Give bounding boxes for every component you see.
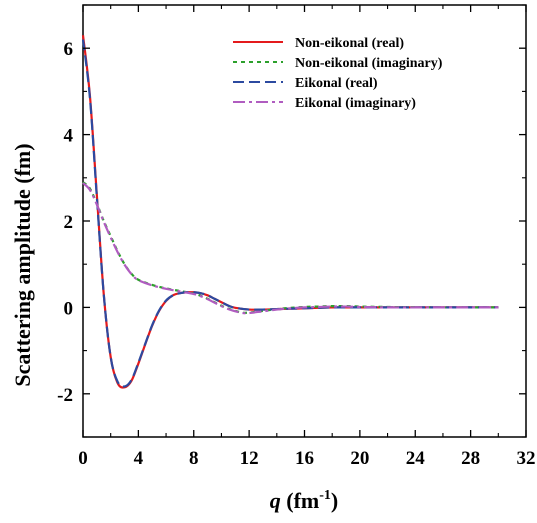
- legend-label-4: Eikonal (imaginary): [295, 96, 416, 111]
- x-tick-label: 32: [517, 448, 536, 469]
- y-tick-label: 2: [64, 212, 74, 233]
- x-tick-label: 24: [406, 448, 426, 469]
- x-axis-ticks: 0 4 8 12 16 20 24 28 32: [78, 5, 536, 469]
- series-line-2: [82, 181, 499, 314]
- curves: [81, 35, 499, 389]
- x-tick-label: 8: [189, 448, 199, 469]
- x-tick-label: 12: [240, 448, 259, 469]
- legend-label-2: Non-eikonal (imaginary): [295, 56, 443, 71]
- x-axis-title: q (fm-1): [270, 488, 338, 513]
- series-line-4: [82, 182, 499, 315]
- x-tick-label: 28: [461, 448, 480, 469]
- y-axis-title: Scattering amplitude (fm): [10, 143, 35, 386]
- y-tick-label: -2: [57, 385, 73, 406]
- x-axis-unit-exponent: -1: [319, 488, 331, 503]
- y-tick-label: 0: [64, 298, 74, 319]
- x-axis-unit-suffix: ): [331, 488, 338, 513]
- series-line-1: [81, 35, 499, 389]
- x-axis-variable: q: [270, 488, 281, 513]
- x-tick-label: 20: [350, 448, 369, 469]
- x-axis-unit-prefix: (fm: [281, 488, 319, 513]
- x-tick-label: 0: [78, 448, 88, 469]
- series-line-3: [81, 39, 499, 388]
- legend-label-1: Non-eikonal (real): [295, 36, 404, 51]
- legend-label-3: Eikonal (real): [295, 76, 378, 91]
- legend: Non-eikonal (real) Non-eikonal (imaginary…: [233, 36, 443, 111]
- y-tick-label: 6: [64, 39, 74, 60]
- x-tick-label: 4: [134, 448, 144, 469]
- x-tick-label: 16: [295, 448, 314, 469]
- y-tick-label: 4: [64, 126, 74, 147]
- y-axis-ticks: -2 0 2 4 6: [57, 4, 526, 438]
